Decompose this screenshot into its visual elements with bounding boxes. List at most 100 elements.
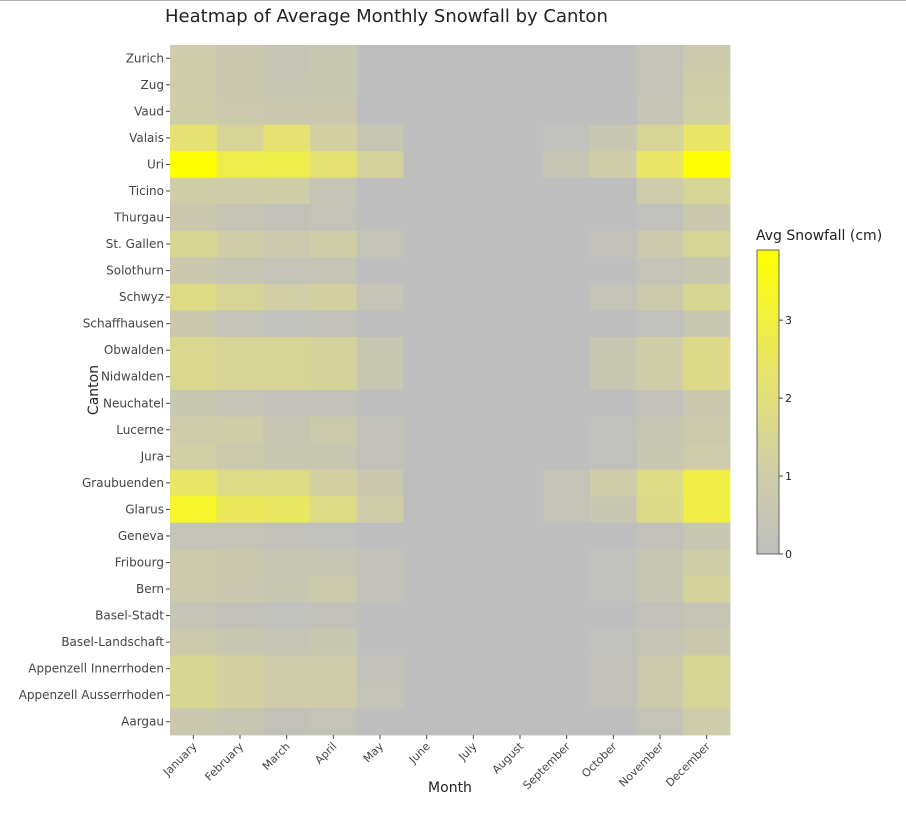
- heatmap-cell: [263, 230, 311, 258]
- heatmap-cell: [450, 522, 498, 550]
- colorbar-ticks: 0 1 2 3: [779, 314, 792, 561]
- heatmap-cell: [590, 310, 638, 338]
- heatmap-cell: [356, 443, 404, 471]
- heatmap-cell: [590, 469, 638, 497]
- y-tick-label: Glarus: [125, 502, 164, 516]
- heatmap-cell: [683, 204, 731, 232]
- heatmap-cell: [543, 124, 591, 152]
- heatmap-cell: [636, 98, 684, 126]
- x-tick-label: May: [361, 740, 387, 766]
- heatmap-cell: [543, 443, 591, 471]
- heatmap-cell: [590, 602, 638, 630]
- heatmap-cell: [450, 310, 498, 338]
- heatmap-cell: [310, 496, 358, 524]
- heatmap-cell: [263, 204, 311, 232]
- heatmap-cell: [356, 469, 404, 497]
- heatmap-cell: [636, 363, 684, 391]
- heatmap-cell: [403, 416, 451, 444]
- heatmap-cell: [543, 336, 591, 364]
- heatmap-cell: [216, 283, 264, 311]
- heatmap-cell: [403, 708, 451, 736]
- heatmap-cell: [543, 681, 591, 709]
- heatmap-cell: [683, 283, 731, 311]
- heatmap-cell: [590, 628, 638, 656]
- heatmap-cell: [543, 575, 591, 603]
- heatmap-cell: [403, 469, 451, 497]
- heatmap-cell: [310, 336, 358, 364]
- heatmap-cell: [683, 124, 731, 152]
- heatmap-cell: [496, 496, 544, 524]
- heatmap-cell: [263, 628, 311, 656]
- heatmap-cell: [450, 363, 498, 391]
- heatmap-cell: [496, 708, 544, 736]
- heatmap-cell: [170, 602, 218, 630]
- heatmap-cell: [683, 628, 731, 656]
- x-axis-title: Month: [428, 780, 472, 796]
- heatmap-cell: [356, 681, 404, 709]
- heatmap-cell: [590, 363, 638, 391]
- heatmap-cell: [310, 390, 358, 417]
- heatmap-cell: [310, 283, 358, 311]
- heatmap-cell: [636, 708, 684, 736]
- heatmap-cell: [683, 98, 731, 126]
- heatmap-cell: [683, 71, 731, 99]
- y-tick-label: St. Gallen: [106, 237, 164, 251]
- heatmap-cell: [683, 602, 731, 630]
- heatmap-cell: [310, 230, 358, 258]
- top-border-line: [0, 0, 906, 1]
- heatmap-cell: [636, 151, 684, 179]
- heatmap-cell: [543, 204, 591, 232]
- heatmap-cell: [496, 98, 544, 126]
- heatmap-cell: [450, 177, 498, 205]
- heatmap-cell: [216, 310, 264, 338]
- heatmap-cell: [450, 496, 498, 524]
- colorbar-tick-label: 0: [785, 548, 792, 561]
- y-tick-label: Basel-Landschaft: [61, 635, 164, 649]
- heatmap-cell: [216, 602, 264, 630]
- heatmap-cell: [683, 575, 731, 603]
- heatmap-cell: [683, 443, 731, 471]
- y-tick-labels: Zurich Zug Vaud Valais Uri Ticino Thurgau St. G…: [19, 51, 170, 729]
- heatmap-cell: [636, 336, 684, 364]
- heatmap-cell: [590, 177, 638, 205]
- heatmap-cell: [310, 310, 358, 338]
- heatmap-cell: [543, 496, 591, 524]
- y-tick-label: Lucerne: [116, 423, 164, 437]
- heatmap-cell: [496, 310, 544, 338]
- heatmap-cell: [590, 575, 638, 603]
- heatmap-cell: [590, 45, 638, 72]
- heatmap-cell: [263, 310, 311, 338]
- colorbar-title: Avg Snowfall (cm): [756, 228, 882, 244]
- heatmap-cell: [543, 257, 591, 285]
- heatmap-cell: [170, 628, 218, 656]
- heatmap-cell: [310, 655, 358, 683]
- y-tick-label: Valais: [129, 131, 164, 145]
- y-tick-label: Thurgau: [113, 211, 164, 225]
- heatmap-cell: [450, 655, 498, 683]
- heatmap-cell: [356, 708, 404, 736]
- heatmap-cell: [310, 575, 358, 603]
- heatmap-cell: [683, 390, 731, 417]
- heatmap-cell: [496, 416, 544, 444]
- heatmap-cell: [636, 628, 684, 656]
- heatmap-cell: [636, 522, 684, 550]
- x-tick-label: February: [202, 740, 246, 784]
- heatmap-cell: [263, 71, 311, 99]
- heatmap-cell: [216, 469, 264, 497]
- heatmap-cell: [590, 416, 638, 444]
- y-axis-title: Canton: [86, 365, 102, 415]
- heatmap-cell: [356, 45, 404, 72]
- heatmap-cell: [636, 71, 684, 99]
- heatmap-cell: [170, 390, 218, 417]
- colorbar-gradient: [756, 249, 780, 555]
- heatmap-cell: [683, 416, 731, 444]
- colorbar-tick-label: 2: [785, 392, 792, 405]
- heatmap-cell: [683, 310, 731, 338]
- heatmap-cell: [170, 71, 218, 99]
- heatmap-cell: [170, 257, 218, 285]
- heatmap-cell: [263, 522, 311, 550]
- heatmap-cell: [356, 151, 404, 179]
- heatmap-cell: [310, 681, 358, 709]
- heatmap-cell: [636, 602, 684, 630]
- heatmap-cell: [450, 151, 498, 179]
